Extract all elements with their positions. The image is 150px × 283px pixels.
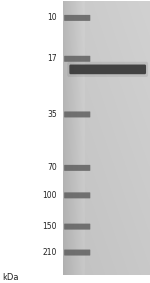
FancyBboxPatch shape xyxy=(64,250,90,256)
FancyBboxPatch shape xyxy=(64,15,90,21)
FancyBboxPatch shape xyxy=(64,165,90,171)
Text: 210: 210 xyxy=(43,248,57,257)
Text: 17: 17 xyxy=(48,54,57,63)
FancyBboxPatch shape xyxy=(64,224,90,230)
Text: 70: 70 xyxy=(47,163,57,172)
FancyBboxPatch shape xyxy=(67,62,148,77)
Text: 100: 100 xyxy=(43,191,57,200)
Text: 10: 10 xyxy=(48,13,57,22)
FancyBboxPatch shape xyxy=(64,56,90,62)
Text: 150: 150 xyxy=(43,222,57,231)
FancyBboxPatch shape xyxy=(64,192,90,198)
Text: 35: 35 xyxy=(47,110,57,119)
Text: kDa: kDa xyxy=(2,273,19,282)
FancyBboxPatch shape xyxy=(64,112,90,117)
FancyBboxPatch shape xyxy=(69,65,146,74)
